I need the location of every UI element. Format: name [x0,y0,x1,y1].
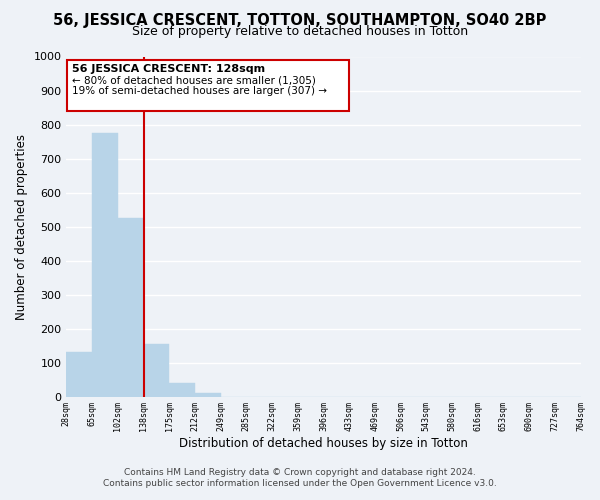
Bar [169,383,195,396]
Text: ← 80% of detached houses are smaller (1,305): ← 80% of detached houses are smaller (1,… [72,76,316,86]
Text: Contains HM Land Registry data © Crown copyright and database right 2024.
Contai: Contains HM Land Registry data © Crown c… [103,468,497,487]
Bar [67,352,92,397]
Text: 19% of semi-detached houses are larger (307) →: 19% of semi-detached houses are larger (… [72,86,327,96]
FancyBboxPatch shape [67,60,349,111]
X-axis label: Distribution of detached houses by size in Totton: Distribution of detached houses by size … [179,437,468,450]
Y-axis label: Number of detached properties: Number of detached properties [15,134,28,320]
Bar [143,344,169,397]
Text: Size of property relative to detached houses in Totton: Size of property relative to detached ho… [132,25,468,38]
Bar [195,393,221,396]
Bar [118,218,143,396]
Text: 56 JESSICA CRESCENT: 128sqm: 56 JESSICA CRESCENT: 128sqm [72,64,265,74]
Text: 56, JESSICA CRESCENT, TOTTON, SOUTHAMPTON, SO40 2BP: 56, JESSICA CRESCENT, TOTTON, SOUTHAMPTO… [53,12,547,28]
Bar [92,133,118,396]
